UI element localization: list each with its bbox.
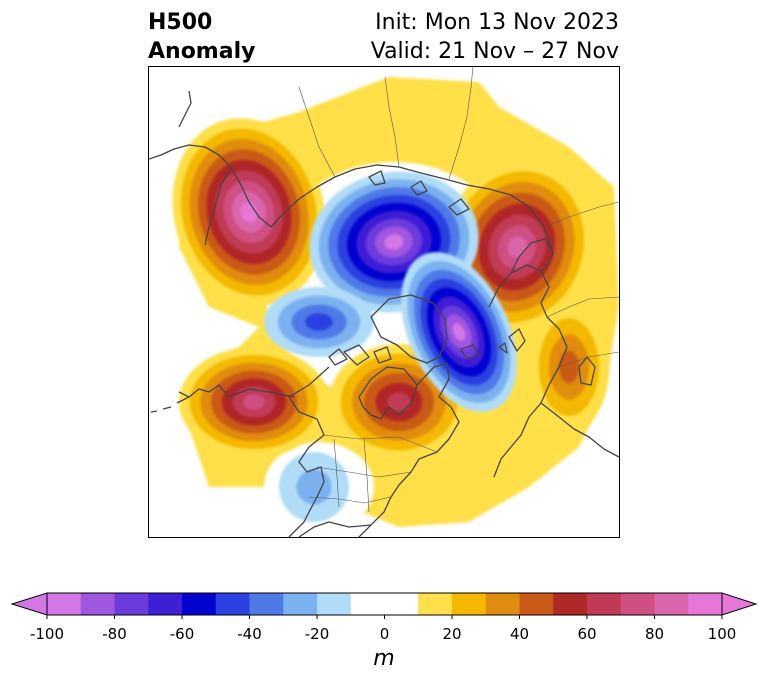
anomaly-map <box>148 66 620 538</box>
coastline-kamchatka <box>204 166 232 246</box>
colorbar-bin <box>654 593 689 615</box>
init-date: Init: Mon 13 Nov 2023 <box>375 10 619 35</box>
anomaly-contour <box>384 234 404 250</box>
east-siberian-sea-trough <box>264 287 374 357</box>
colorbar-over-extension <box>721 592 758 616</box>
colorbar-tick-label: 40 <box>509 625 530 643</box>
colorbar-bin <box>485 593 520 615</box>
coastline-mideast <box>540 402 619 458</box>
map-title: H500 Anomaly <box>148 8 255 66</box>
colorbar-bin <box>620 593 655 615</box>
anomaly-fields <box>172 77 619 532</box>
colorbar-unit: m <box>373 646 395 671</box>
colorbar-bin <box>148 593 183 615</box>
colorbar-bin <box>587 593 622 615</box>
colorbar-bin <box>215 593 250 615</box>
anomaly-contour <box>240 201 258 223</box>
title-line-1: H500 <box>148 10 213 35</box>
colorbar <box>10 592 758 619</box>
colorbar-bin <box>688 593 723 615</box>
colorbar-tick-label: -100 <box>29 625 65 643</box>
anomaly-contour <box>507 236 527 258</box>
colorbar-bin <box>47 593 82 615</box>
coastline-europe <box>488 264 568 478</box>
colorbar-tick-label: 20 <box>442 625 462 643</box>
colorbar-tick-label: 80 <box>644 625 665 643</box>
title-line-2: Anomaly <box>148 39 256 64</box>
colorbar-tick-label: 60 <box>577 625 597 643</box>
country-borders <box>298 67 619 513</box>
forecast-dates: Init: Mon 13 Nov 2023 Valid: 21 Nov – 27… <box>371 8 619 66</box>
anomaly-contour <box>387 392 411 412</box>
coastline-siberia-islands <box>368 170 470 216</box>
coastline-hudson-bay <box>358 366 418 420</box>
anomaly-contour <box>243 394 265 410</box>
coastline-greenland <box>370 294 448 364</box>
colorbar-bin <box>317 593 352 615</box>
coastline-gulf <box>298 521 372 537</box>
colorbar-tick-label: 100 <box>707 625 737 643</box>
colorbar-bin <box>249 593 284 615</box>
colorbar-bin <box>80 593 115 615</box>
great-lakes-ridge <box>329 344 469 460</box>
colorbar-under-extension <box>10 592 48 616</box>
colorbar-bin <box>519 593 554 615</box>
colorbar-tick-label: 0 <box>379 625 390 643</box>
colorbar-bin <box>418 593 453 615</box>
colorbar-tick-label: -20 <box>304 625 330 643</box>
us-southwest-trough <box>279 452 349 522</box>
colorbar-tick-label: -60 <box>169 625 195 643</box>
coastline-uk <box>498 328 526 354</box>
colorbar-bin <box>452 593 487 615</box>
coastline-japan <box>178 90 192 128</box>
central-siberia-ridge <box>529 302 609 432</box>
coastline-aleutians <box>150 396 190 413</box>
coastline-north-america <box>288 366 330 537</box>
colorbar-tick-label: -80 <box>102 625 127 643</box>
alaska-bering-ridge <box>172 118 326 306</box>
coastline-caspian <box>578 356 596 386</box>
coastlines <box>149 90 619 537</box>
anomaly-contour <box>305 313 333 331</box>
colorbar-bin <box>283 593 318 615</box>
coastline-asia-east <box>149 144 272 228</box>
coastline-iceland <box>460 344 480 360</box>
map-canvas <box>149 67 619 537</box>
anomaly-contour <box>296 469 332 505</box>
coastline-scandinavia <box>510 238 554 274</box>
anomaly-contour <box>452 323 466 341</box>
coastline-canada-east <box>358 362 460 537</box>
colorbar-bin <box>114 593 149 615</box>
colorbar-bin <box>553 593 588 615</box>
colorbar-bin <box>182 593 217 615</box>
coastline-arctic-archipelago <box>328 344 392 366</box>
valid-period: Valid: 21 Nov – 27 Nov <box>370 39 619 64</box>
coastline-russia-north <box>270 164 554 254</box>
north-pacific-ridge <box>179 347 329 457</box>
anomaly-contour <box>559 350 579 384</box>
colorbar-bin <box>350 593 419 615</box>
coastline-alaska <box>178 384 295 398</box>
colorbar-tick-label: -40 <box>237 625 262 643</box>
